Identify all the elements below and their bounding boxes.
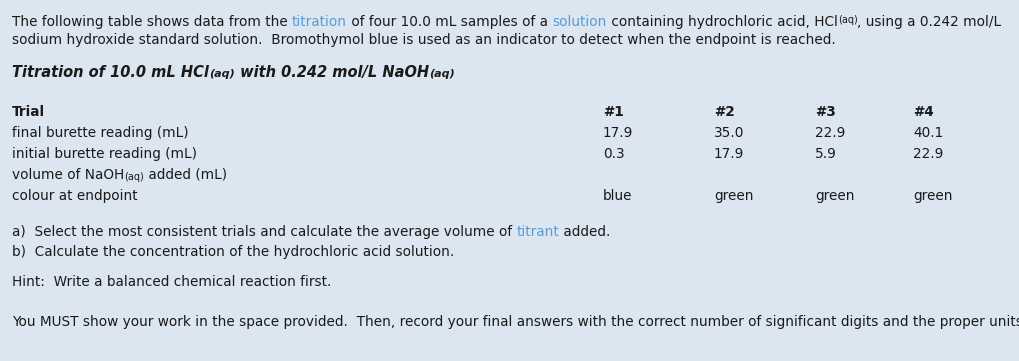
Text: sodium hydroxide standard solution.  Bromothymol blue is used as an indicator to: sodium hydroxide standard solution. Brom… — [12, 33, 835, 47]
Text: final burette reading (mL): final burette reading (mL) — [12, 126, 189, 140]
Text: titration: titration — [291, 15, 346, 29]
Text: #2: #2 — [713, 105, 734, 119]
Text: a)  Select the most consistent trials and calculate the average volume of: a) Select the most consistent trials and… — [12, 225, 516, 239]
Text: Titration of 10.0 mL HCl: Titration of 10.0 mL HCl — [12, 65, 209, 80]
Text: Trial: Trial — [12, 105, 45, 119]
Text: green: green — [713, 189, 753, 203]
Text: with 0.242 mol/L NaOH: with 0.242 mol/L NaOH — [234, 65, 428, 80]
Text: green: green — [814, 189, 854, 203]
Text: containing hydrochloric acid, HCl: containing hydrochloric acid, HCl — [606, 15, 837, 29]
Text: initial burette reading (mL): initial burette reading (mL) — [12, 147, 197, 161]
Text: 0.3: 0.3 — [602, 147, 624, 161]
Text: green: green — [912, 189, 952, 203]
Text: , using a 0.242 mol/L: , using a 0.242 mol/L — [857, 15, 1001, 29]
Text: titrant: titrant — [516, 225, 558, 239]
Text: (aq): (aq) — [124, 172, 144, 182]
Text: Hint:  Write a balanced chemical reaction first.: Hint: Write a balanced chemical reaction… — [12, 275, 331, 289]
Text: added.: added. — [558, 225, 610, 239]
Text: 17.9: 17.9 — [713, 147, 744, 161]
Text: colour at endpoint: colour at endpoint — [12, 189, 138, 203]
Text: #3: #3 — [814, 105, 835, 119]
Text: of four 10.0 mL samples of a: of four 10.0 mL samples of a — [346, 15, 552, 29]
Text: #1: #1 — [602, 105, 624, 119]
Text: added (mL): added (mL) — [144, 168, 227, 182]
Text: 5.9: 5.9 — [814, 147, 836, 161]
Text: b)  Calculate the concentration of the hydrochloric acid solution.: b) Calculate the concentration of the hy… — [12, 245, 453, 259]
Text: 40.1: 40.1 — [912, 126, 943, 140]
Text: 35.0: 35.0 — [713, 126, 744, 140]
Text: solution: solution — [552, 15, 606, 29]
Text: The following table shows data from the: The following table shows data from the — [12, 15, 291, 29]
Text: blue: blue — [602, 189, 632, 203]
Text: (aq): (aq) — [837, 15, 857, 25]
Text: 22.9: 22.9 — [912, 147, 943, 161]
Text: #4: #4 — [912, 105, 932, 119]
Text: 17.9: 17.9 — [602, 126, 633, 140]
Text: volume of NaOH: volume of NaOH — [12, 168, 124, 182]
Text: 22.9: 22.9 — [814, 126, 845, 140]
Text: (aq): (aq) — [428, 69, 454, 79]
Text: You MUST show your work in the space provided.  Then, record your final answers : You MUST show your work in the space pro… — [12, 315, 1019, 329]
Text: (aq): (aq) — [209, 69, 234, 79]
